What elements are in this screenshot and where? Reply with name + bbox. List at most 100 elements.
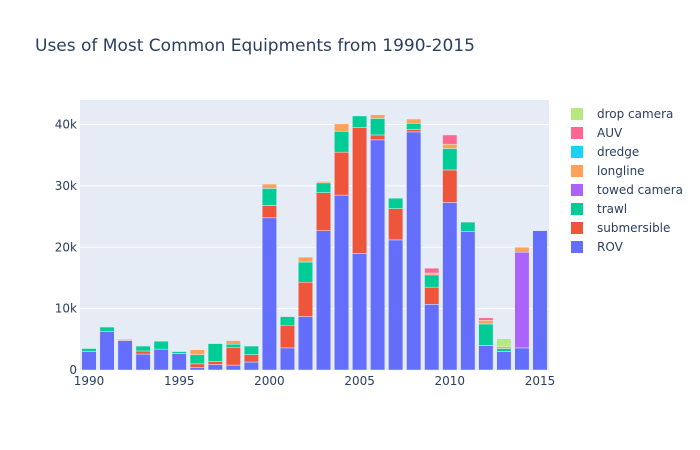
- bar-longline-2012[interactable]: [478, 320, 494, 325]
- bar-trawl-2007[interactable]: [388, 197, 404, 209]
- bar-rov-2013[interactable]: [496, 351, 512, 371]
- legend-swatch-longline[interactable]: [571, 165, 583, 177]
- legend-label[interactable]: drop camera: [597, 107, 673, 121]
- bar-rov-1993[interactable]: [135, 353, 151, 371]
- bar-rov-1990[interactable]: [81, 351, 97, 371]
- bar-trawl-2002[interactable]: [298, 261, 313, 283]
- legend-label[interactable]: dredge: [597, 145, 639, 159]
- bar-longline-2010[interactable]: [442, 143, 458, 149]
- bar-trawl-1994[interactable]: [153, 340, 169, 350]
- bar-trawl-1990[interactable]: [81, 348, 97, 352]
- bar-rov-2008[interactable]: [406, 131, 422, 371]
- bar-rov-2004[interactable]: [334, 194, 350, 371]
- bar-rov-2003[interactable]: [316, 230, 331, 371]
- bar-longline-1996[interactable]: [189, 349, 205, 355]
- legend-swatch-auv[interactable]: [571, 127, 583, 139]
- bar-rov-2001[interactable]: [279, 347, 295, 371]
- bar-submersible-1996[interactable]: [189, 363, 205, 368]
- bar-submersible-2007[interactable]: [388, 208, 404, 241]
- bar-trawl-2000[interactable]: [261, 188, 277, 206]
- bar-trawl-2010[interactable]: [442, 148, 458, 171]
- bar-submersible-2006[interactable]: [370, 134, 386, 141]
- bar-trawl-2013[interactable]: [496, 348, 512, 352]
- bar-trawl-1995[interactable]: [171, 351, 187, 354]
- legend-swatch-rov[interactable]: [571, 241, 583, 253]
- legend-label[interactable]: submersible: [597, 221, 670, 235]
- bar-submersible-1997[interactable]: [207, 361, 223, 365]
- legend-swatch-submersible[interactable]: [571, 222, 583, 234]
- bar-rov-2000[interactable]: [261, 217, 277, 371]
- bar-submersible-2010[interactable]: [442, 169, 458, 203]
- bar-trawl-1998[interactable]: [225, 343, 241, 348]
- bar-drop-camera-2013[interactable]: [496, 338, 512, 347]
- bar-longline-1998[interactable]: [225, 340, 241, 345]
- bar-rov-2010[interactable]: [442, 202, 458, 371]
- bar-auv-2012[interactable]: [478, 317, 494, 321]
- bar-rov-1992[interactable]: [117, 340, 133, 371]
- bar-trawl-1999[interactable]: [243, 345, 259, 355]
- bar-rov-2009[interactable]: [424, 304, 440, 371]
- bar-trawl-2006[interactable]: [370, 118, 386, 136]
- bar-submersible-2002[interactable]: [298, 282, 313, 317]
- bar-rov-2007[interactable]: [388, 239, 404, 371]
- bar-rov-1999[interactable]: [243, 361, 259, 371]
- bar-submersible-2004[interactable]: [334, 151, 350, 196]
- bar-longline-2013[interactable]: [496, 346, 512, 349]
- bar-rov-2002[interactable]: [298, 316, 313, 371]
- legend-label[interactable]: trawl: [597, 202, 627, 216]
- bar-rov-2011[interactable]: [460, 231, 476, 371]
- bar-auv-2009[interactable]: [424, 267, 440, 274]
- bar-rov-1996[interactable]: [189, 367, 205, 371]
- bar-submersible-1993[interactable]: [135, 350, 151, 355]
- bar-trawl-1997[interactable]: [207, 343, 223, 362]
- bar-trawl-2005[interactable]: [352, 115, 368, 128]
- bar-auv-2010[interactable]: [442, 134, 458, 145]
- legend-swatch-dredge[interactable]: [571, 146, 583, 158]
- bar-trawl-2009[interactable]: [424, 274, 440, 288]
- bar-longline-2004[interactable]: [334, 123, 350, 132]
- bar-submersible-1999[interactable]: [243, 354, 259, 363]
- bar-towed-camera-2014[interactable]: [514, 251, 530, 349]
- bar-submersible-2001[interactable]: [279, 324, 295, 349]
- bar-trawl-1993[interactable]: [135, 345, 151, 352]
- bar-submersible-2000[interactable]: [261, 205, 277, 219]
- bar-longline-2002[interactable]: [298, 256, 313, 263]
- bar-rov-1995[interactable]: [171, 353, 187, 371]
- bar-rov-1994[interactable]: [153, 348, 169, 371]
- bar-rov-2014[interactable]: [514, 347, 530, 371]
- bar-trawl-2003[interactable]: [316, 182, 331, 193]
- bar-rov-2006[interactable]: [370, 139, 386, 371]
- bar-submersible-2005[interactable]: [352, 127, 368, 254]
- bar-rov-1998[interactable]: [225, 364, 241, 371]
- bar-longline-2014[interactable]: [514, 247, 530, 253]
- legend-swatch-trawl[interactable]: [571, 203, 583, 215]
- bar-trawl-2011[interactable]: [460, 221, 476, 232]
- legend-swatch-towed-camera[interactable]: [571, 184, 583, 196]
- bar-submersible-2009[interactable]: [424, 286, 440, 305]
- bar-longline-2008[interactable]: [406, 118, 422, 124]
- bar-longline-2006[interactable]: [370, 114, 386, 119]
- legend-swatch-drop-camera[interactable]: [571, 108, 583, 120]
- bar-rov-2015[interactable]: [532, 230, 548, 371]
- bar-trawl-2001[interactable]: [279, 316, 295, 326]
- bar-trawl-1996[interactable]: [189, 354, 205, 365]
- bar-submersible-1998[interactable]: [225, 347, 241, 366]
- bar-trawl-2012[interactable]: [478, 323, 494, 346]
- legend-label[interactable]: AUV: [597, 126, 623, 140]
- bar-trawl-1991[interactable]: [99, 326, 115, 332]
- legend-label[interactable]: towed camera: [597, 183, 683, 197]
- bar-submersible-2008[interactable]: [406, 129, 422, 133]
- bar-trawl-2004[interactable]: [334, 131, 350, 153]
- bar-dredge-2003[interactable]: [316, 180, 331, 182]
- legend-label[interactable]: longline: [597, 164, 645, 178]
- bar-rov-2012[interactable]: [478, 345, 494, 371]
- bar-rov-1997[interactable]: [207, 364, 223, 371]
- bar-longline-2009[interactable]: [424, 272, 440, 276]
- bar-longline-2000[interactable]: [261, 183, 277, 189]
- bar-rov-2005[interactable]: [352, 253, 368, 371]
- bar-submersible-2003[interactable]: [316, 192, 331, 231]
- bar-trawl-2008[interactable]: [406, 123, 422, 130]
- bar-longline-1992[interactable]: [117, 339, 133, 341]
- legend-label[interactable]: ROV: [597, 240, 624, 254]
- bar-rov-1991[interactable]: [99, 331, 115, 371]
